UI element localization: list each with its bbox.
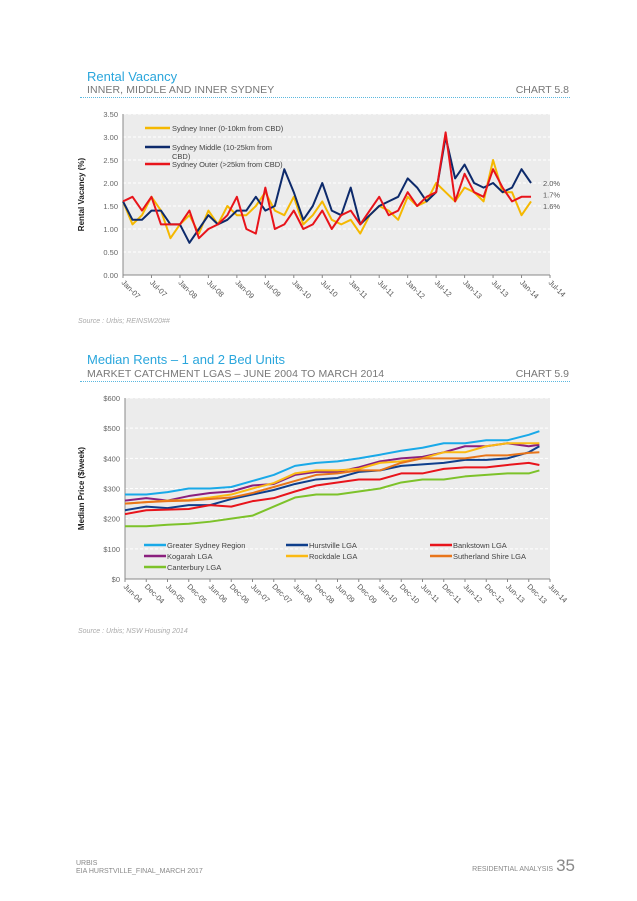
- series-line-bankstown-lga: [124, 461, 540, 516]
- x-tick-label: Jun-08: [292, 582, 315, 605]
- end-value-label: 1.6%: [543, 202, 560, 211]
- x-tick-label: Jun-11: [419, 582, 441, 604]
- x-tick-label: Dec-05: [185, 582, 208, 605]
- y-tick-label: 3.00: [103, 133, 118, 142]
- y-axis-title: Rental Vacancy (%): [77, 157, 86, 231]
- x-tick-label: Jun-10: [377, 582, 400, 605]
- x-tick-label: Jul-10: [319, 278, 340, 299]
- y-tick-label: 1.00: [103, 225, 118, 234]
- series-line-sydney-outer-25km-from-cbd-: [122, 131, 532, 240]
- x-tick-label: Jul-09: [262, 278, 283, 299]
- x-tick-label: Jul-14: [547, 278, 568, 299]
- x-tick-label: Jan-13: [461, 278, 484, 301]
- legend-label: Sutherland Shire LGA: [453, 552, 526, 561]
- legend-label-cont: CBD): [172, 152, 191, 161]
- footer-right: RESIDENTIAL ANALYSIS 35: [472, 856, 575, 876]
- x-tick-label: Jul-13: [490, 278, 511, 299]
- x-tick-label: Jan-07: [120, 278, 143, 301]
- series-line-canterbury-lga: [125, 469, 540, 528]
- x-tick-label: Jul-11: [376, 278, 396, 298]
- y-tick-label: $600: [103, 394, 120, 403]
- legend-label: Sydney Inner (0-10km from CBD): [172, 124, 284, 133]
- y-tick-label: $400: [103, 454, 120, 463]
- y-tick-label: 1.50: [103, 202, 118, 211]
- series-line-sutherland-shire-lga: [124, 451, 540, 505]
- x-tick-label: Dec-11: [440, 582, 463, 605]
- chart2-title: Median Rents – 1 and 2 Bed Units: [87, 352, 286, 367]
- y-tick-label: 2.00: [103, 179, 118, 188]
- x-tick-label: Jun-14: [547, 582, 570, 605]
- x-tick-label: Jan-10: [290, 278, 313, 301]
- end-value-label: 1.7%: [543, 191, 560, 200]
- x-tick-label: Jun-07: [249, 582, 272, 605]
- y-tick-label: $100: [103, 545, 120, 554]
- end-value-label: 2.0%: [543, 179, 560, 188]
- legend-label: Canterbury LGA: [167, 563, 221, 572]
- x-tick-label: Jun-04: [122, 582, 145, 605]
- page-number: 35: [556, 856, 575, 875]
- x-tick-label: Dec-06: [228, 582, 251, 605]
- footer-document: EIA HURSTVILLE_FINAL_MARCH 2017: [76, 868, 203, 875]
- chart1-source: Source : Urbis; REINSW20##: [78, 318, 170, 325]
- series-line-hurstville-lga: [124, 445, 540, 512]
- x-tick-label: Jun-06: [207, 582, 230, 605]
- chart1-number: CHART 5.8: [515, 84, 569, 96]
- legend-label: Bankstown LGA: [453, 541, 507, 550]
- x-tick-label: Dec-07: [270, 582, 293, 605]
- chart1-divider: [80, 97, 570, 98]
- x-tick-label: Dec-10: [398, 582, 421, 605]
- x-tick-label: Dec-08: [313, 582, 336, 605]
- y-tick-label: $0: [112, 575, 120, 584]
- chart1-title: Rental Vacancy: [87, 69, 178, 84]
- chart2-number: CHART 5.9: [515, 368, 569, 380]
- y-tick-label: 0.00: [103, 271, 118, 280]
- x-tick-label: Dec-09: [355, 582, 378, 605]
- series-line-greater-sydney-region: [125, 430, 540, 496]
- x-tick-label: Jan-14: [518, 278, 541, 301]
- legend-label: Sydney Outer (>25km from CBD): [172, 160, 283, 169]
- x-tick-label: Jun-12: [462, 582, 485, 605]
- legend-label: Hurstville LGA: [309, 541, 357, 550]
- series-line-sydney-middle-10-25km-from-cbd-: [122, 136, 532, 244]
- x-tick-label: Jan-09: [233, 278, 256, 301]
- series-line-kogarah-lga: [124, 442, 540, 502]
- x-tick-label: Jun-05: [164, 582, 187, 605]
- x-tick-label: Jan-11: [347, 278, 369, 300]
- chart2-subtitle: MARKET CATCHMENT LGAS – JUNE 2004 TO MAR…: [87, 368, 385, 380]
- legend-label: Rockdale LGA: [309, 552, 357, 561]
- x-tick-label: Jan-12: [404, 278, 427, 301]
- y-tick-label: $500: [103, 424, 120, 433]
- x-tick-label: Dec-13: [525, 582, 548, 605]
- footer-company: URBIS: [76, 860, 98, 867]
- y-tick-label: 3.50: [103, 110, 118, 119]
- median-rents-chart: $0$100$200$300$400$500$600Jun-04Dec-04Ju…: [77, 394, 570, 606]
- y-tick-label: $200: [103, 515, 120, 524]
- footer-left: URBIS EIA HURSTVILLE_FINAL_MARCH 2017: [76, 860, 203, 876]
- legend-label: Sydney Middle (10-25km from: [172, 143, 272, 152]
- y-tick-label: 0.50: [103, 248, 118, 257]
- x-tick-label: Jul-12: [433, 278, 454, 299]
- y-tick-label: $300: [103, 485, 120, 494]
- x-tick-label: Jun-13: [504, 582, 527, 605]
- x-tick-label: Jan-08: [177, 278, 200, 301]
- x-tick-label: Jul-07: [148, 278, 169, 299]
- chart1-subtitle: INNER, MIDDLE AND INNER SYDNEY: [87, 84, 275, 96]
- x-tick-label: Dec-12: [483, 582, 506, 605]
- x-tick-label: Jul-08: [205, 278, 226, 299]
- footer-section: RESIDENTIAL ANALYSIS: [472, 866, 554, 873]
- y-tick-label: 2.50: [103, 156, 118, 165]
- legend-label: Greater Sydney Region: [167, 541, 245, 550]
- x-tick-label: Dec-04: [143, 582, 166, 605]
- x-tick-label: Jun-09: [334, 582, 357, 605]
- chart2-divider: [80, 381, 570, 382]
- y-axis-title: Median Price ($/week): [77, 447, 86, 530]
- legend-label: Kogarah LGA: [167, 552, 212, 561]
- chart2-source: Source : Urbis; NSW Housing 2014: [78, 628, 188, 635]
